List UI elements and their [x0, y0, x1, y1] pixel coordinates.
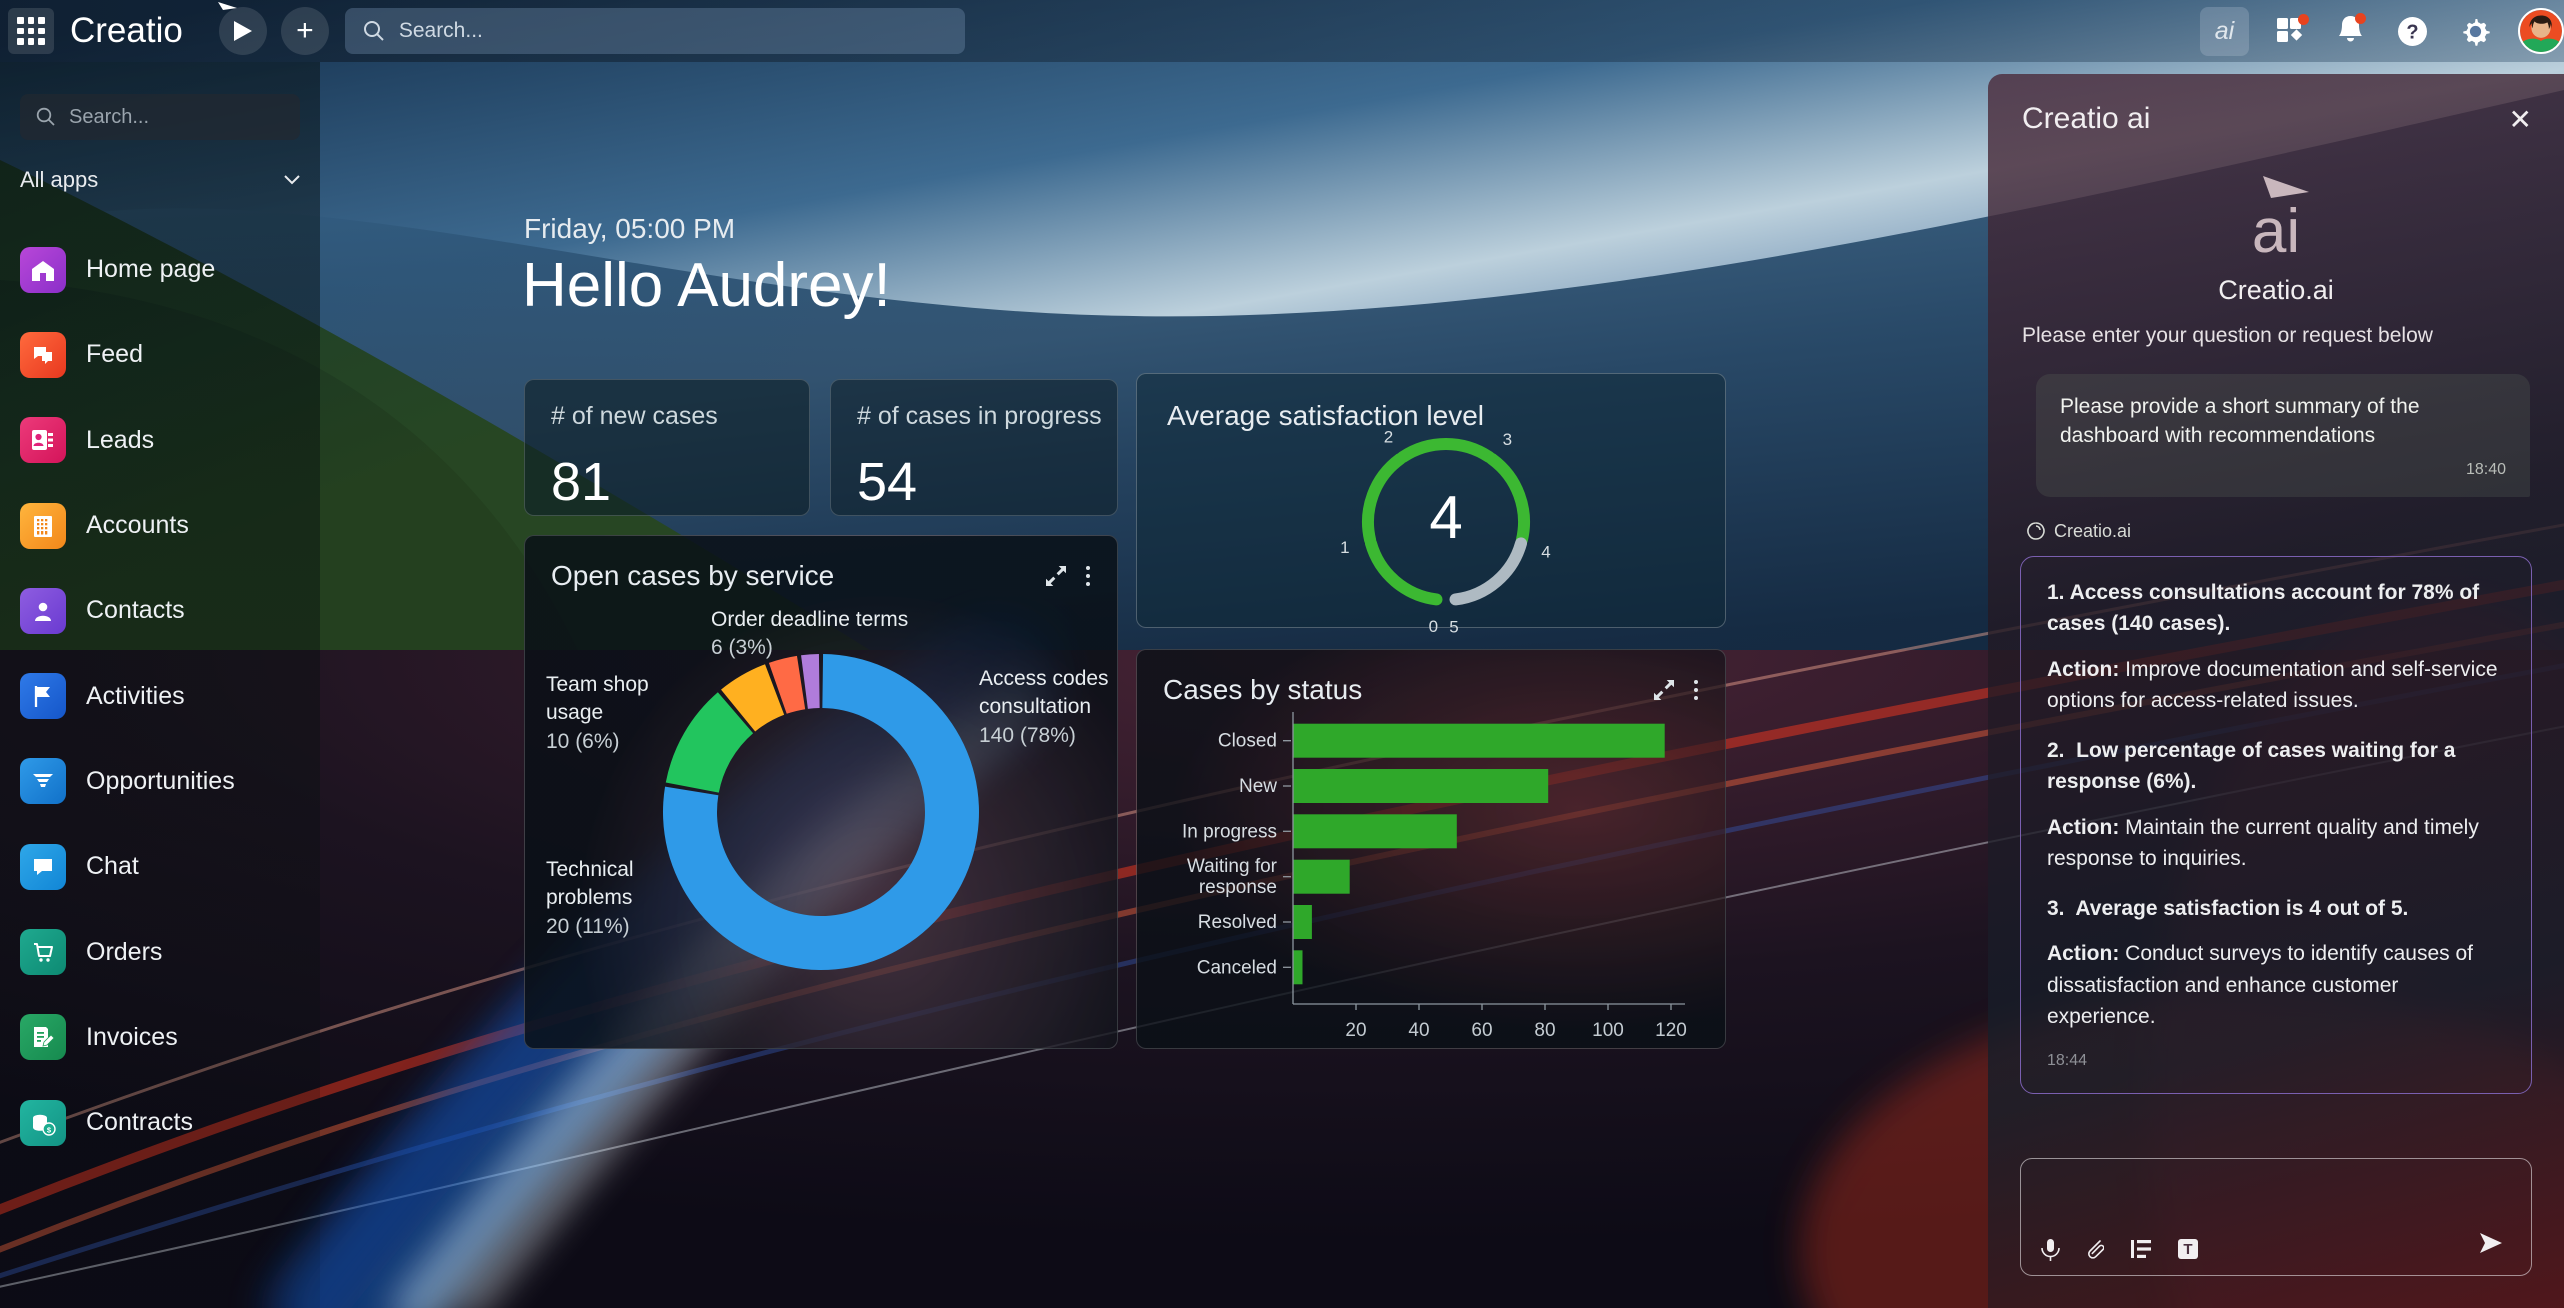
svg-text:3: 3 [1503, 430, 1512, 449]
svg-text:0: 0 [1429, 617, 1438, 636]
svg-text:Canceled: Canceled [1197, 957, 1277, 978]
svg-text:?: ? [2406, 21, 2418, 43]
svg-text:2: 2 [1384, 430, 1393, 446]
svg-text:Waiting for: Waiting for [1187, 856, 1278, 877]
svg-text:Resolved: Resolved [1198, 912, 1277, 933]
svg-text:New: New [1239, 776, 1277, 797]
svg-text:80: 80 [1534, 1020, 1555, 1041]
svg-text:40: 40 [1408, 1020, 1429, 1041]
svg-text:T: T [2183, 1241, 2192, 1258]
svg-text:In progress: In progress [1182, 821, 1277, 842]
svg-text:20: 20 [1345, 1020, 1366, 1041]
svg-text:1: 1 [1340, 538, 1349, 557]
svg-text:4: 4 [1429, 484, 1462, 551]
svg-text:response: response [1199, 877, 1277, 898]
svg-text:5: 5 [1449, 618, 1458, 637]
svg-text:120: 120 [1655, 1020, 1687, 1041]
svg-text:ai: ai [2252, 197, 2300, 264]
svg-text:60: 60 [1471, 1020, 1492, 1041]
svg-text:100: 100 [1592, 1020, 1624, 1041]
svg-text:Closed: Closed [1218, 731, 1277, 752]
svg-text:4: 4 [1541, 543, 1550, 562]
